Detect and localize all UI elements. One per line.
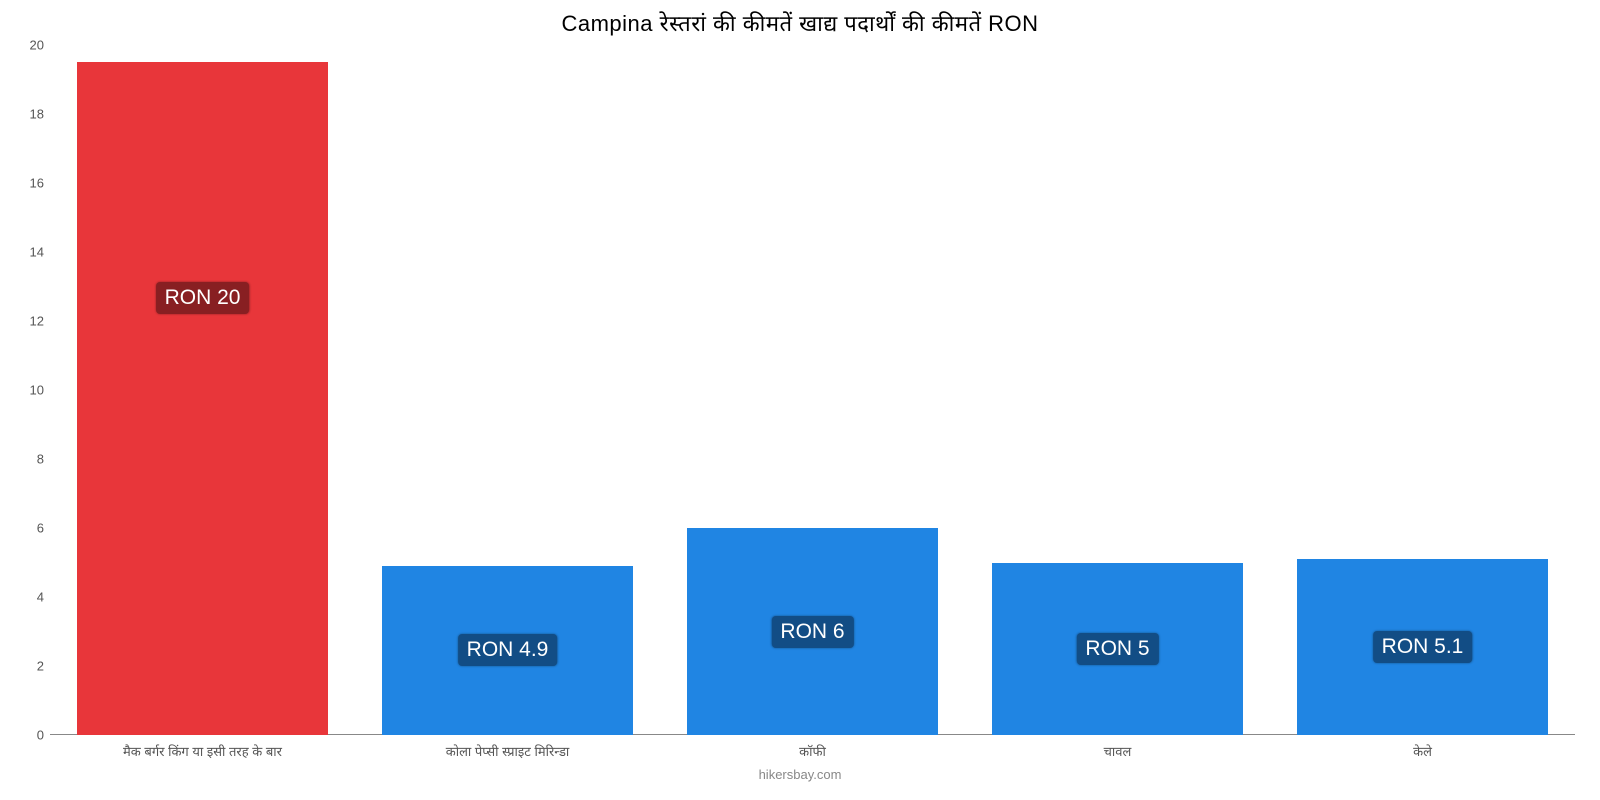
watermark: hikersbay.com	[0, 767, 1600, 782]
y-tick-label: 8	[37, 452, 44, 467]
bar-slot: RON 20	[50, 45, 355, 735]
chart-container: Campina रेस्तरां की कीमतें खाद्य पदार्थो…	[0, 0, 1600, 800]
plot-area: RON 20RON 4.9RON 6RON 5RON 5.1 024681012…	[50, 45, 1575, 735]
y-tick-label: 20	[30, 38, 44, 53]
bar-slot: RON 5.1	[1270, 45, 1575, 735]
x-tick-label: केले	[1270, 742, 1575, 760]
bar: RON 4.9	[382, 566, 632, 735]
bar: RON 5.1	[1297, 559, 1547, 735]
bar: RON 5	[992, 563, 1242, 736]
y-tick-label: 6	[37, 521, 44, 536]
y-tick-label: 4	[37, 590, 44, 605]
x-tick-label: कोला पेप्सी स्प्राइट मिरिन्डा	[355, 742, 660, 760]
y-tick-label: 14	[30, 245, 44, 260]
bar-slot: RON 6	[660, 45, 965, 735]
x-tick-label: मैक बर्गर किंग या इसी तरह के बार	[50, 742, 355, 760]
y-tick-label: 18	[30, 107, 44, 122]
value-label: RON 5.1	[1373, 631, 1473, 663]
y-tick-label: 2	[37, 659, 44, 674]
bar: RON 6	[687, 528, 937, 735]
y-tick-label: 0	[37, 728, 44, 743]
value-label: RON 20	[156, 282, 250, 314]
value-label: RON 5	[1076, 633, 1158, 665]
y-tick-label: 16	[30, 176, 44, 191]
bar-slot: RON 4.9	[355, 45, 660, 735]
y-tick-label: 10	[30, 383, 44, 398]
x-tick-label: कॉफी	[660, 742, 965, 760]
bar-slot: RON 5	[965, 45, 1270, 735]
value-label: RON 6	[771, 616, 853, 648]
bar: RON 20	[77, 62, 327, 735]
x-tick-label: चावल	[965, 742, 1270, 760]
chart-title: Campina रेस्तरां की कीमतें खाद्य पदार्थो…	[0, 8, 1600, 38]
y-tick-label: 12	[30, 314, 44, 329]
value-label: RON 4.9	[458, 634, 558, 666]
x-axis-labels: मैक बर्गर किंग या इसी तरह के बारकोला पेप…	[50, 742, 1575, 760]
bars-group: RON 20 RON 4.9 RON 6 RON 5 RON 5.1	[50, 45, 1575, 735]
